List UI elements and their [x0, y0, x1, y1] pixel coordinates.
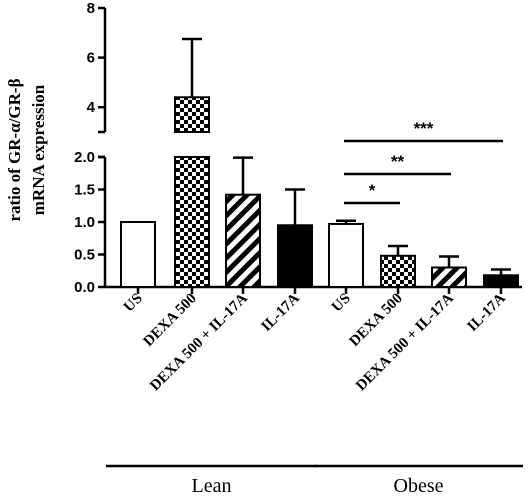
x-tick-label: US [329, 291, 354, 316]
significance-label: ** [391, 152, 405, 171]
bar [225, 193, 261, 288]
x-tick-label: DEXA 500 + IL-17A [353, 290, 457, 394]
bar [120, 221, 156, 288]
y-axis-label-line1: ratio of GR-α/GR-β [5, 78, 24, 221]
significance-label: * [369, 181, 376, 200]
x-tick-label: IL-17A [465, 290, 509, 334]
bar [483, 274, 519, 288]
bar [380, 254, 416, 289]
y-tick-label: 0.0 [74, 279, 95, 296]
x-tick-label: DEXA 500 + IL-17A [147, 290, 251, 394]
y-tick-label: 0.5 [74, 247, 95, 264]
y-tick-label: 2.0 [74, 149, 95, 166]
bar [277, 224, 313, 288]
x-tick-label: US [121, 291, 146, 316]
significance-label: *** [414, 119, 434, 138]
error-bars [182, 37, 511, 276]
bar [431, 266, 467, 288]
bar [174, 156, 210, 288]
x-tick-label: IL-17A [259, 290, 303, 334]
y-tick-label: 4 [87, 99, 96, 116]
bars [120, 96, 519, 289]
y-tick-label: 1.0 [74, 214, 95, 231]
y-axis-label-line2: mRNA expression [29, 84, 48, 215]
bar [328, 222, 364, 288]
y-tick-label: 6 [87, 50, 95, 67]
group-labels: Lean Obese [106, 464, 523, 497]
y-tick-label: 8 [87, 0, 95, 17]
y-tick-label: 1.5 [74, 182, 95, 199]
group-label: Lean [192, 475, 232, 497]
bar-upper-segment [174, 96, 210, 133]
group-label: Obese [394, 475, 444, 497]
significance-brackets: ****** [344, 119, 503, 205]
